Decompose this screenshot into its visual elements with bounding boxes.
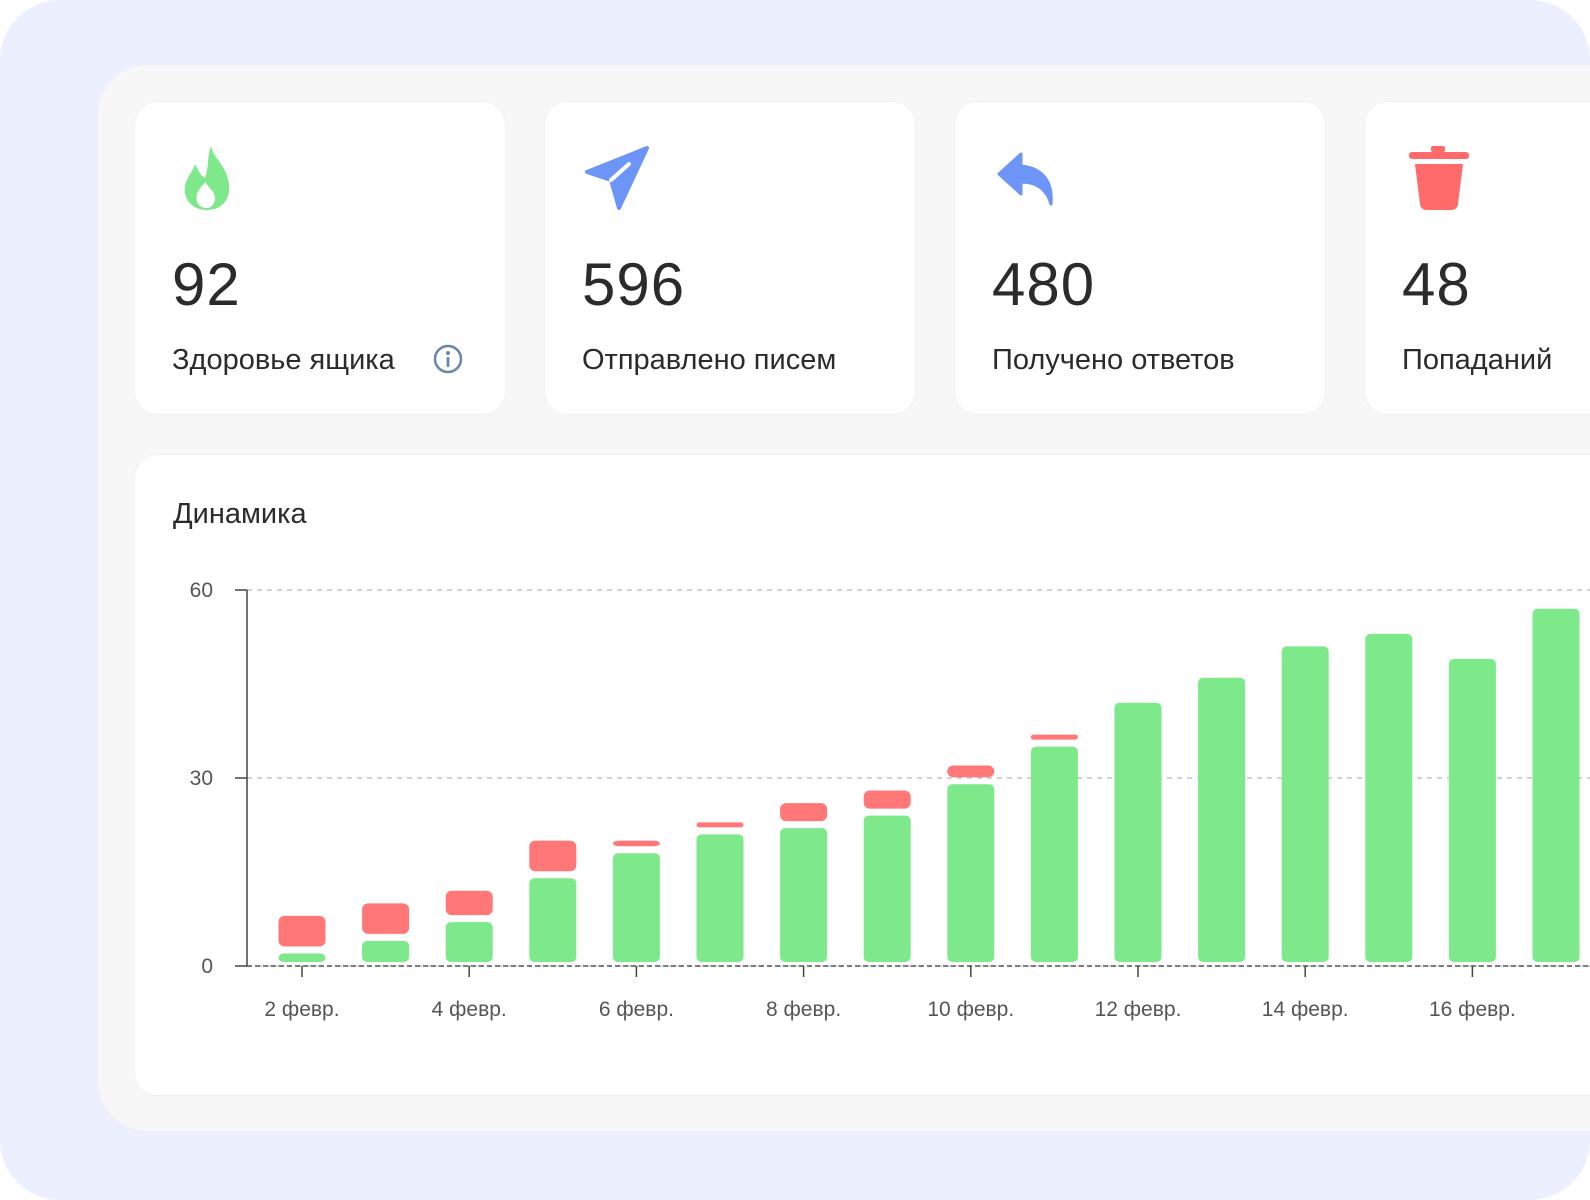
x-tick-label: 6 февр.: [599, 998, 674, 1021]
bar-inbox: [1114, 702, 1162, 962]
sent-label: Отправлено писем: [582, 344, 837, 376]
x-tick-label: 8 февр.: [766, 998, 841, 1021]
y-tick-label: 0: [201, 955, 213, 978]
fire-icon: [184, 146, 230, 210]
bar-inbox: [278, 953, 326, 962]
spam-label: Попаданий: [1402, 344, 1553, 376]
x-tick-label: 12 февр.: [1095, 998, 1182, 1021]
trash-icon: [1409, 146, 1469, 210]
replies-value: 480: [992, 251, 1096, 318]
bar-inbox: [362, 940, 410, 962]
paper-plane-icon: [585, 146, 649, 210]
replies-label: Получено ответов: [992, 344, 1235, 376]
bar-inbox: [445, 922, 493, 962]
dynamics-chart-card: Динамика 0 30 60 2 февр. 4 февр. 6 февр. 8 фев…: [135, 455, 1590, 1095]
x-tick-label: 16 февр.: [1429, 998, 1516, 1021]
stat-card-replies: 480 Получено ответов: [955, 102, 1325, 414]
chart-title: Динамика: [173, 498, 307, 530]
bar-spam: [612, 840, 660, 847]
bar-spam: [1030, 734, 1078, 740]
sent-value: 596: [582, 251, 686, 318]
y-tick-label: 30: [190, 767, 213, 790]
bar-spam: [863, 790, 911, 809]
info-icon[interactable]: [432, 343, 464, 375]
y-tick-label: 60: [190, 579, 213, 602]
health-label: Здоровье ящика: [172, 344, 395, 376]
bar-spam: [445, 890, 493, 916]
stat-card-health: 92 Здоровье ящика: [135, 102, 505, 414]
dynamics-chart: 0 30 60 2 февр. 4 февр. 6 февр. 8 февр. 10 февр…: [190, 579, 1590, 1021]
x-tick-label: 2 февр.: [264, 998, 339, 1021]
bar-inbox: [1030, 746, 1078, 962]
bar-spam: [529, 840, 577, 872]
bar-inbox: [1448, 658, 1496, 962]
stat-card-spam: 48 Попаданий: [1365, 102, 1590, 414]
bar-inbox: [1198, 677, 1246, 962]
bar-spam: [780, 803, 828, 822]
x-tick-label: 10 февр.: [927, 998, 1014, 1021]
bar-inbox: [1365, 633, 1413, 962]
x-tick-label: 14 февр.: [1262, 998, 1349, 1021]
spam-value: 48: [1402, 251, 1471, 318]
bar-inbox: [947, 784, 995, 962]
bar-inbox: [612, 853, 660, 962]
bar-inbox: [780, 828, 828, 962]
bar-inbox: [529, 878, 577, 962]
stat-card-sent: 596 Отправлено писем: [545, 102, 915, 414]
bar-spam: [947, 765, 995, 778]
bar-spam: [362, 903, 410, 934]
bar-inbox: [863, 815, 911, 962]
x-tick-label: 4 февр.: [432, 998, 507, 1021]
reply-arrow-icon: [997, 152, 1053, 206]
bar-inbox: [1532, 608, 1580, 962]
bar-spam: [278, 915, 326, 947]
bar-inbox: [1281, 646, 1329, 962]
health-value: 92: [172, 251, 241, 318]
bar-inbox: [696, 834, 744, 962]
bar-spam: [696, 822, 744, 828]
